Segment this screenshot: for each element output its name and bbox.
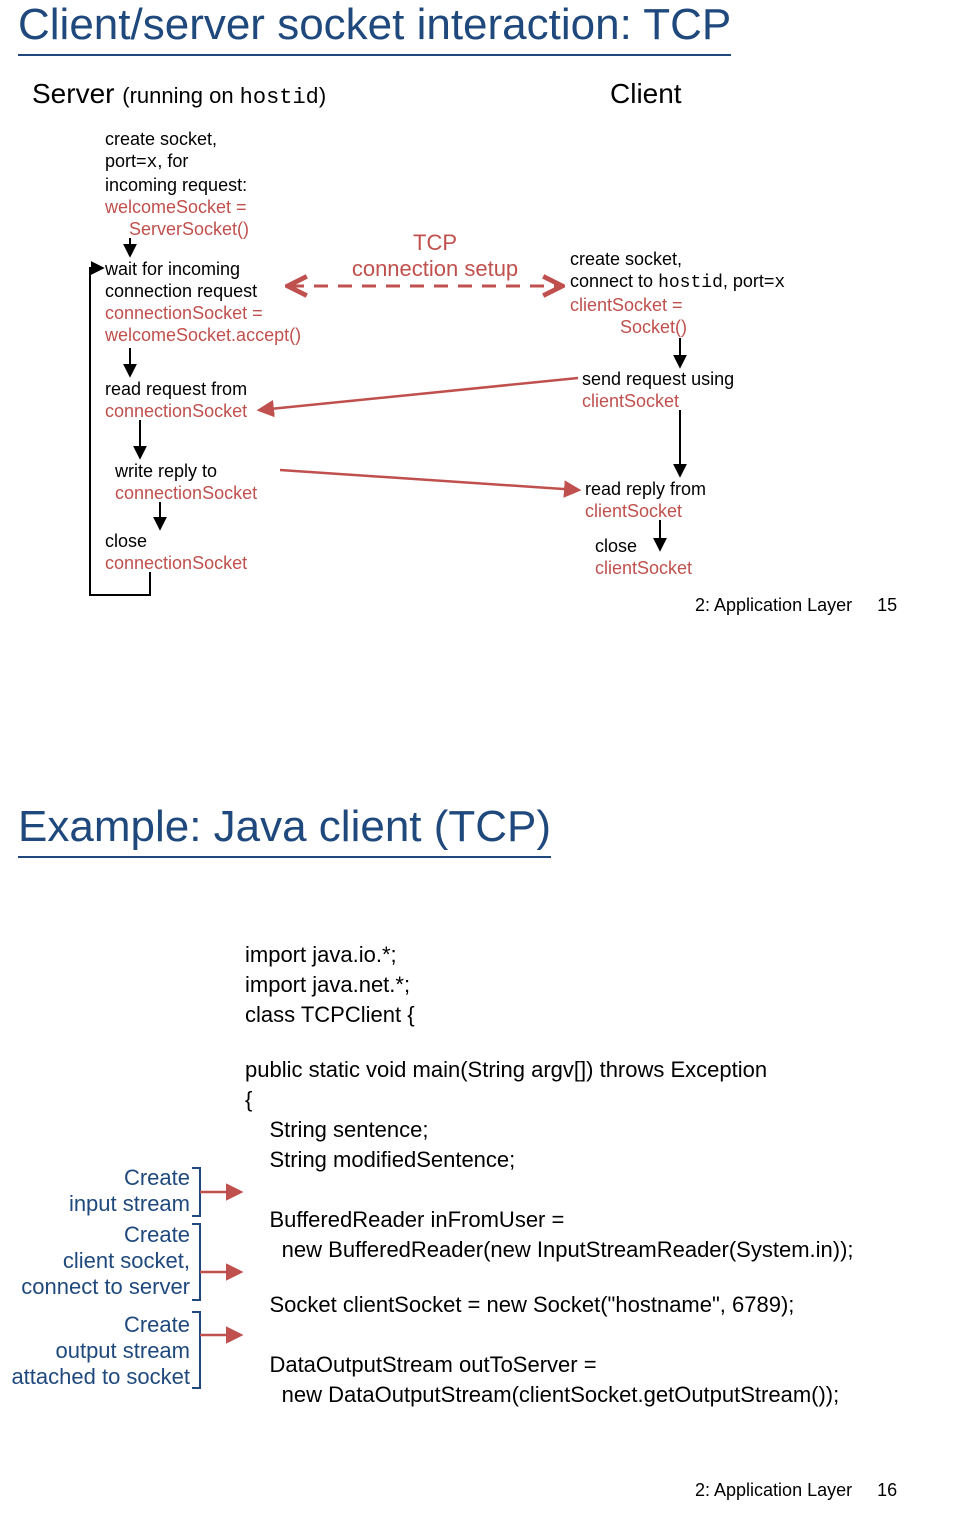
t: , for — [157, 151, 188, 171]
c: new BufferedReader(new InputStreamReader… — [245, 1237, 854, 1262]
bracket-icon — [192, 1168, 200, 1216]
t: create socket, — [570, 249, 682, 269]
client-create-block: create socket, connect to hostid, port=x… — [570, 248, 785, 338]
a: input stream — [69, 1191, 190, 1216]
t: connectionSocket — [105, 553, 247, 573]
server-sub3: ) — [319, 83, 326, 108]
server-header: Server (running on hostid) — [32, 78, 326, 110]
t: read reply from — [585, 479, 706, 499]
server-create-block: create socket, port=x, for incoming requ… — [105, 128, 249, 240]
c: class TCPClient { — [245, 1002, 415, 1027]
a: Create — [124, 1312, 190, 1337]
t: port= — [105, 151, 147, 171]
a: client socket, — [63, 1248, 190, 1273]
c: import java.net.*; — [245, 972, 410, 997]
slide2-title: Example: Java client (TCP) — [18, 802, 551, 858]
anno-client-socket: Create client socket, connect to server — [0, 1222, 190, 1300]
a: output stream — [55, 1338, 190, 1363]
t: connectionSocket — [115, 483, 257, 503]
t: Socket() — [570, 317, 687, 337]
t: welcomeSocket = — [105, 197, 247, 217]
t: connectionSocket = — [105, 303, 263, 323]
client-read-block: read reply from clientSocket — [585, 478, 706, 522]
server-hostid: hostid — [240, 85, 319, 110]
c: DataOutputStream outToServer = — [245, 1352, 597, 1377]
footer-num: 16 — [877, 1480, 897, 1500]
t: , port= — [723, 271, 775, 291]
server-close-block: close connectionSocket — [105, 530, 247, 574]
t: create socket, — [105, 129, 217, 149]
t: clientSocket — [595, 558, 692, 578]
c: Socket clientSocket = new Socket("hostna… — [245, 1292, 794, 1317]
anno-output-stream: Create output stream attached to socket — [0, 1312, 190, 1390]
client-close-block: close clientSocket — [595, 535, 692, 579]
server-wait-block: wait for incoming connection request con… — [105, 258, 301, 346]
footer-num: 15 — [877, 595, 897, 615]
t: ServerSocket() — [105, 219, 249, 239]
footer-label: 2: Application Layer — [695, 1480, 852, 1500]
request-arrow-icon — [260, 378, 578, 410]
footer-label: 2: Application Layer — [695, 595, 852, 615]
tcp-l1: TCP — [413, 230, 457, 255]
code-out: DataOutputStream outToServer = new DataO… — [245, 1320, 839, 1440]
t: send request using — [582, 369, 734, 389]
server-sub1: (running on — [122, 83, 239, 108]
bracket-icon — [192, 1312, 200, 1388]
c: public static void main(String argv[]) t… — [245, 1057, 767, 1082]
slide2-footer: 2: Application Layer 16 — [695, 1480, 897, 1501]
a: Create — [124, 1222, 190, 1247]
t: clientSocket = — [570, 295, 683, 315]
t: incoming request: — [105, 175, 247, 195]
c: BufferedReader inFromUser = — [245, 1207, 564, 1232]
client-send-block: send request using clientSocket — [582, 368, 734, 412]
t: wait for incoming — [105, 259, 240, 279]
tcp-l2: connection setup — [352, 256, 518, 281]
c: new DataOutputStream(clientSocket.getOut… — [245, 1382, 839, 1407]
slide-2-container: Example: Java client (TCP) import java.i… — [0, 790, 960, 1510]
t: x — [147, 153, 158, 173]
server-text: Server — [32, 78, 114, 109]
t: close — [105, 531, 147, 551]
t: write reply to — [115, 461, 217, 481]
bracket-icon — [192, 1224, 200, 1300]
slide1-footer: 2: Application Layer 15 — [695, 595, 897, 616]
t: clientSocket — [585, 501, 682, 521]
t: close — [595, 536, 637, 556]
t: clientSocket — [582, 391, 679, 411]
a: connect to server — [21, 1274, 190, 1299]
t: welcomeSocket.accept() — [105, 325, 301, 345]
anno-input-stream: Create input stream — [0, 1165, 190, 1217]
a: Create — [124, 1165, 190, 1190]
t: x — [774, 273, 785, 293]
server-write-block: write reply to connectionSocket — [115, 460, 257, 504]
server-read-block: read request from connectionSocket — [105, 378, 247, 422]
t: connectionSocket — [105, 401, 247, 421]
reply-arrow-icon — [280, 470, 578, 490]
slide-1-container: Client/server socket interaction: TCP Se… — [0, 0, 960, 720]
t: read request from — [105, 379, 247, 399]
slide1-title: Client/server socket interaction: TCP — [18, 0, 731, 56]
t: connection request — [105, 281, 257, 301]
client-header: Client — [610, 78, 682, 110]
c: { — [245, 1087, 252, 1112]
a: attached to socket — [11, 1364, 190, 1389]
c: String modifiedSentence; — [245, 1147, 515, 1172]
c: String sentence; — [245, 1117, 428, 1142]
c: import java.io.*; — [245, 942, 397, 967]
t: hostid — [658, 273, 723, 293]
tcp-setup-label: TCP connection setup — [335, 230, 535, 282]
t: connect to — [570, 271, 658, 291]
